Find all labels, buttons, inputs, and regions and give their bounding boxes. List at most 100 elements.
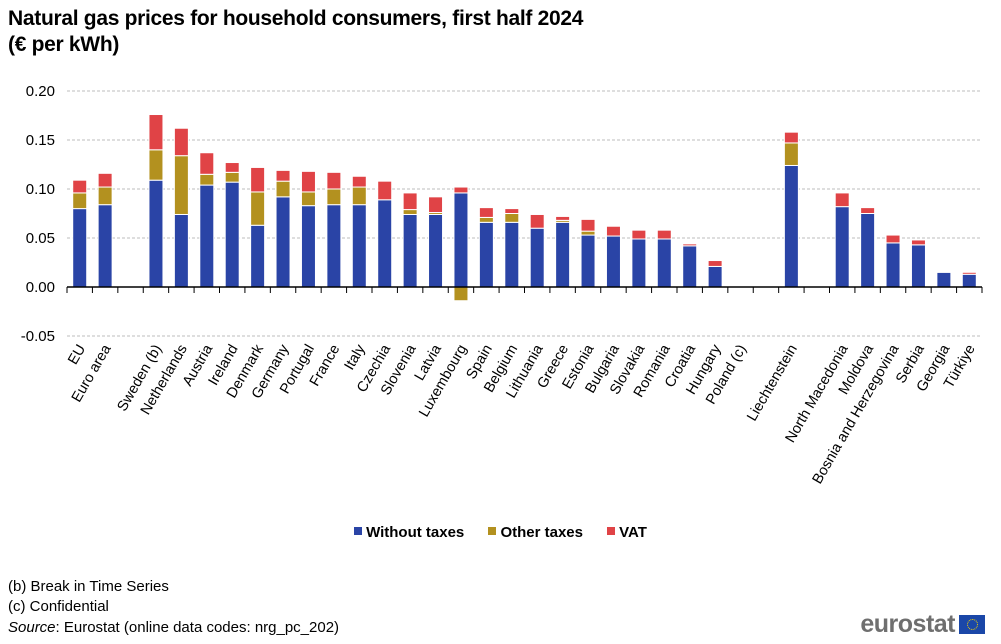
bar-segment-without-taxes — [529, 227, 545, 288]
bar-segment-other-taxes — [148, 149, 164, 181]
y-tick-label: 0.00 — [26, 279, 55, 296]
eu-flag-icon — [959, 615, 985, 634]
x-axis — [66, 286, 983, 293]
bar-segment-vat — [199, 152, 215, 175]
bar-segment-vat — [707, 260, 723, 267]
bar-segment-vat — [656, 229, 672, 240]
bar-segment-without-taxes — [351, 204, 367, 288]
bar-segment-without-taxes — [504, 221, 520, 288]
bar-segment-other-taxes — [173, 155, 189, 215]
bar-segment-vat — [478, 207, 494, 218]
eurostat-logo: eurostat — [860, 610, 985, 639]
logo-text: eurostat — [860, 610, 955, 638]
source-label: Source — [8, 619, 56, 636]
bar-segment-vat — [504, 208, 520, 215]
bar-segment-vat — [936, 270, 952, 273]
bar-segment-without-taxes — [910, 244, 926, 288]
bar-segment-without-taxes — [860, 213, 876, 288]
chart-title-line2: (€ per kWh) — [8, 33, 120, 56]
bar-segment-vat — [402, 192, 418, 211]
bar-segment-without-taxes — [97, 204, 113, 288]
bar-segment-without-taxes — [377, 199, 393, 288]
legend-item-other-taxes: Other taxes — [488, 524, 583, 541]
legend-label: Without taxes — [366, 524, 465, 541]
bar-segment-other-taxes — [97, 186, 113, 206]
bar-segment-without-taxes — [631, 238, 647, 288]
bar-segment-without-taxes — [885, 242, 901, 288]
bar-segment-without-taxes — [936, 271, 952, 288]
legend-label: Other taxes — [500, 524, 583, 541]
x-tick-label: EU — [65, 342, 89, 367]
source-note: Source: Eurostat (online data codes: nrg… — [8, 618, 339, 638]
bar-segment-vat — [885, 234, 901, 244]
chart-title-line1: Natural gas prices for household consume… — [8, 7, 584, 30]
bar-segment-other-taxes — [351, 186, 367, 206]
bar-segment-vat — [834, 192, 850, 208]
bar-segment-other-taxes — [199, 173, 215, 186]
bar-segment-without-taxes — [402, 213, 418, 288]
legend-item-vat: VAT — [607, 524, 647, 541]
y-tick-label: -0.05 — [21, 328, 55, 345]
bar-segment-without-taxes — [326, 204, 342, 288]
bar-segment-vat — [72, 179, 88, 194]
y-axis-ticks: 0.20 0.15 0.10 0.05 0.00 -0.05 — [21, 83, 55, 345]
bar-segment-without-taxes — [605, 235, 621, 288]
bar-segment-other-taxes — [453, 286, 469, 302]
bar-segment-without-taxes — [834, 206, 850, 288]
y-tick-label: 0.05 — [26, 230, 55, 247]
legend: Without taxes Other taxes VAT — [0, 524, 1001, 541]
bar-segment-without-taxes — [555, 221, 571, 288]
bar-segment-other-taxes — [326, 188, 342, 206]
bar-segment-without-taxes — [478, 221, 494, 288]
bar-segment-vat — [377, 180, 393, 201]
bar-segment-vat — [351, 175, 367, 188]
bar-segment-without-taxes — [961, 273, 977, 288]
bar-segment-vat — [529, 213, 545, 229]
y-tick-label: 0.20 — [26, 83, 55, 100]
bar-segment-other-taxes — [224, 171, 240, 183]
bar-segment-other-taxes — [504, 213, 520, 223]
bar-segment-without-taxes — [453, 192, 469, 288]
x-tick-label: Liechtenstein — [744, 342, 801, 424]
source-text: : Eurostat (online data codes: nrg_pc_20… — [55, 619, 340, 636]
bar-segment-other-taxes — [275, 180, 291, 198]
bar-segment-vat — [555, 215, 571, 221]
bar-segment-without-taxes — [275, 196, 291, 288]
bar-segment-vat — [224, 162, 240, 173]
bar-segment-vat — [580, 218, 596, 232]
bar-segment-vat — [300, 170, 316, 193]
bar-segment-vat — [250, 166, 266, 193]
bar-segment-other-taxes — [478, 216, 494, 223]
bar-segment-other-taxes — [250, 191, 266, 226]
note-break-in-series: (b) Break in Time Series — [8, 578, 169, 595]
legend-swatch — [607, 527, 616, 535]
bar-segment-vat — [961, 271, 977, 275]
bar-segment-vat — [605, 225, 621, 237]
legend-item-without-taxes: Without taxes — [354, 524, 464, 541]
bar-segment-vat — [326, 171, 342, 190]
bar-segment-without-taxes — [224, 181, 240, 288]
bar-segment-without-taxes — [656, 238, 672, 288]
bar-segment-without-taxes — [148, 179, 164, 288]
y-tick-label: 0.10 — [26, 181, 55, 198]
bar-segment-vat — [783, 131, 799, 144]
legend-label: VAT — [619, 524, 647, 541]
bar-segment-other-taxes — [402, 209, 418, 215]
bar-segment-vat — [682, 243, 698, 247]
bar-segment-without-taxes — [250, 224, 266, 288]
bar-segment-other-taxes — [300, 191, 316, 207]
bar-segment-vat — [428, 196, 444, 214]
bar-segment-vat — [453, 186, 469, 194]
note-confidential: (c) Confidential — [8, 598, 109, 615]
bar-segment-other-taxes — [580, 230, 596, 236]
chart-title: Natural gas prices for household consume… — [8, 6, 583, 58]
bar-segment-without-taxes — [173, 213, 189, 288]
bar-segment-vat — [631, 229, 647, 240]
bar-segment-vat — [910, 239, 926, 246]
bar-segment-vat — [860, 207, 876, 214]
bars — [72, 114, 977, 302]
legend-swatch — [354, 527, 363, 535]
gridlines — [67, 90, 982, 337]
